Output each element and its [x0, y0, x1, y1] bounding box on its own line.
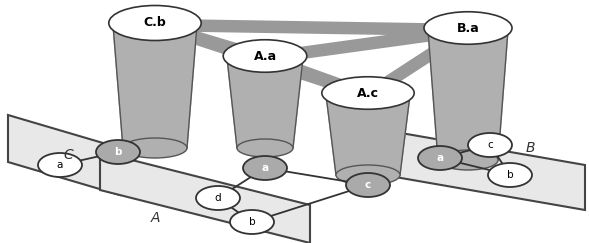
Ellipse shape	[428, 17, 508, 43]
Polygon shape	[355, 125, 585, 210]
Ellipse shape	[438, 150, 498, 170]
Ellipse shape	[109, 6, 201, 41]
Ellipse shape	[346, 173, 390, 197]
Text: a: a	[262, 163, 269, 173]
Ellipse shape	[196, 186, 240, 210]
Ellipse shape	[230, 210, 274, 234]
Text: A.c: A.c	[357, 87, 379, 99]
Polygon shape	[227, 58, 303, 148]
Ellipse shape	[468, 133, 512, 157]
Text: A: A	[150, 211, 160, 225]
Text: A.a: A.a	[253, 50, 277, 62]
Text: B: B	[525, 141, 535, 155]
Text: C: C	[63, 148, 73, 162]
Ellipse shape	[326, 82, 410, 108]
Ellipse shape	[96, 140, 140, 164]
Polygon shape	[8, 115, 120, 195]
Polygon shape	[326, 95, 410, 175]
Text: a: a	[57, 160, 63, 170]
Polygon shape	[100, 152, 310, 243]
Text: c: c	[487, 140, 493, 150]
Ellipse shape	[336, 165, 400, 185]
Text: b: b	[114, 147, 122, 157]
Polygon shape	[428, 30, 508, 160]
Ellipse shape	[123, 138, 187, 158]
Ellipse shape	[418, 146, 462, 170]
Text: c: c	[365, 180, 371, 190]
Ellipse shape	[237, 139, 293, 157]
Ellipse shape	[38, 153, 82, 177]
Ellipse shape	[424, 12, 512, 44]
Ellipse shape	[113, 11, 197, 39]
Text: d: d	[214, 193, 221, 203]
Text: B.a: B.a	[456, 21, 479, 35]
Text: b: b	[507, 170, 513, 180]
Ellipse shape	[243, 156, 287, 180]
Ellipse shape	[322, 77, 414, 109]
Text: C.b: C.b	[144, 17, 166, 29]
Polygon shape	[113, 25, 197, 148]
Text: b: b	[249, 217, 255, 227]
Ellipse shape	[227, 45, 303, 71]
Ellipse shape	[488, 163, 532, 187]
Ellipse shape	[223, 40, 307, 72]
Text: a: a	[436, 153, 444, 163]
